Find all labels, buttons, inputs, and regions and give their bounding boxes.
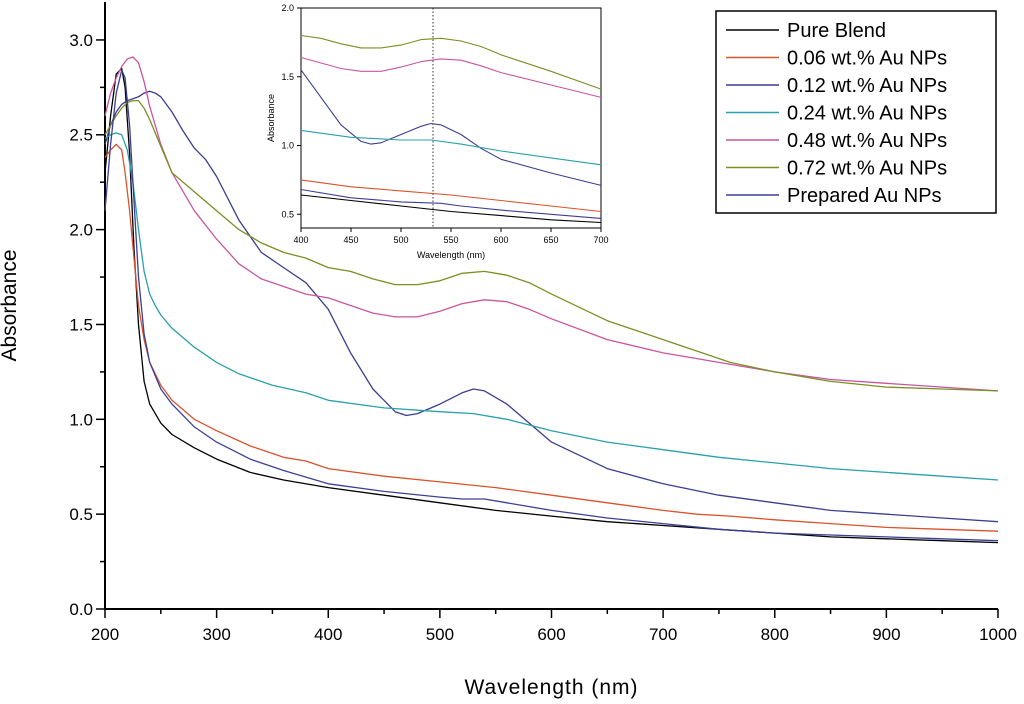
main-x-tick-label: 800: [761, 625, 789, 644]
main-y-axis-title: Absorbance: [0, 249, 21, 361]
main-x-tick-label: 900: [872, 625, 900, 644]
main-y-tick-label: 3.0: [69, 31, 93, 50]
legend-item: 0.12 wt.% Au NPs: [726, 75, 947, 97]
main-y-tick-label: 1.5: [69, 315, 93, 334]
inset-y-tick-label: 1.0: [281, 141, 294, 151]
legend: Pure Blend 0.06 wt.% Au NPs 0.12 wt.% Au N…: [715, 10, 997, 214]
main-y-tick-label: 0.5: [69, 505, 93, 524]
main-series-line-6: [104, 69, 999, 542]
inset-x-tick-label: 550: [443, 235, 458, 245]
inset-series-line-0: [300, 194, 602, 224]
inset-x-tick-label: 600: [493, 235, 508, 245]
inset-x-tick-label: 650: [543, 235, 558, 245]
legend-item: 0.72 wt.% Au NPs: [726, 158, 947, 180]
legend-item: 0.24 wt.% Au NPs: [726, 103, 947, 125]
legend-label: 0.06 wt.% Au NPs: [787, 48, 947, 70]
inset-series-line-4: [300, 56, 602, 98]
main-y-tick-label: 0.0: [69, 600, 93, 619]
legend-item: 0.48 wt.% Au NPs: [726, 130, 947, 152]
inset-y-tick-label: 0.5: [281, 209, 294, 219]
inset-series-line-2: [300, 69, 602, 186]
main-x-tick-label: 400: [314, 625, 342, 644]
legend-label: 0.72 wt.% Au NPs: [787, 158, 947, 180]
inset-y-axis-title: Absorbance: [266, 94, 276, 142]
main-y-tick-label: 2.0: [69, 221, 93, 240]
inset-series-line-1: [300, 179, 602, 213]
legend-label: 0.48 wt.% Au NPs: [787, 130, 947, 152]
legend-label: Pure Blend: [787, 20, 886, 42]
legend-item: Pure Blend: [726, 20, 886, 42]
inset-x-tick-label: 700: [593, 235, 608, 245]
inset-series-line-6: [300, 188, 602, 219]
main-series-line-4: [104, 56, 999, 392]
main-x-tick-label: 700: [649, 625, 677, 644]
inset-plot: 400 450 500 550 600 650 700 0.5 1.0 1.5 2.0 Wavelen…: [266, 3, 609, 260]
main-x-tick-label: 500: [426, 625, 454, 644]
main-series-line-1: [104, 143, 999, 532]
legend-label: 0.24 wt.% Au NPs: [787, 103, 947, 125]
legend-item: 0.06 wt.% Au NPs: [726, 48, 947, 70]
inset-x-axis-title: Wavelength (nm): [417, 250, 485, 260]
inset-y-tick-label: 1.5: [281, 72, 294, 82]
inset-series-line-5: [300, 34, 602, 90]
inset-y-tick-label: 2.0: [281, 3, 294, 13]
main-series-line-2: [104, 90, 999, 523]
inset-x-tick-label: 500: [393, 235, 408, 245]
main-x-tick-label: 600: [537, 625, 565, 644]
inset-x-tick-label: 450: [343, 235, 358, 245]
inset-x-tick-label: 400: [293, 235, 308, 245]
legend-label: Prepared Au NPs: [787, 185, 942, 207]
inset-frame: [300, 7, 602, 229]
main-x-tick-label: 200: [91, 625, 119, 644]
inset-series-line-3: [300, 129, 602, 166]
main-series-line-5: [104, 99, 999, 392]
main-y-tick-label: 1.0: [69, 410, 93, 429]
main-x-tick-label: 300: [202, 625, 230, 644]
main-x-axis-title: Wavelength (nm): [464, 676, 638, 699]
legend-label: 0.12 wt.% Au NPs: [787, 75, 947, 97]
main-y-tick-label: 2.5: [69, 126, 93, 145]
legend-item: Prepared Au NPs: [726, 185, 942, 207]
main-x-tick-label: 1000: [979, 625, 1017, 644]
